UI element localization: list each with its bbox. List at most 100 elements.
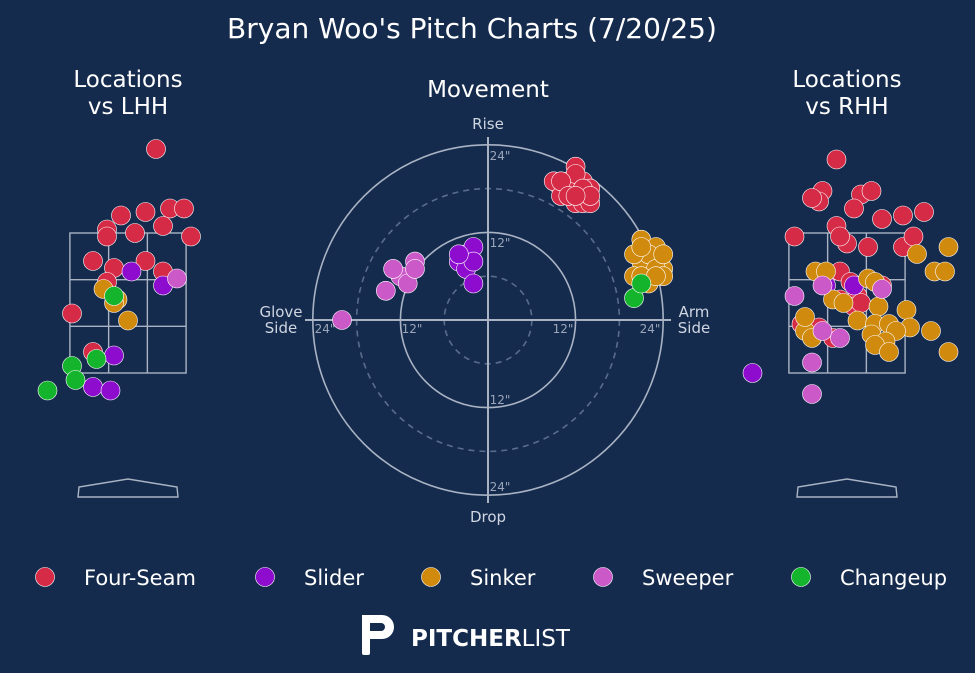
legend-label-four-seam: Four-Seam	[84, 566, 196, 590]
legend-marker-slider	[255, 567, 275, 587]
legend-marker-sinker	[421, 567, 441, 587]
movement-ring-label-4: 24"	[315, 322, 336, 336]
movement-four-seam-pitch-18	[565, 186, 586, 206]
lhh-changeup-pitch-4	[37, 380, 58, 401]
rhh-four-seam-pitch-0	[826, 149, 847, 170]
rhh-four-seam-pitch-7	[872, 209, 892, 229]
movement-panel: Movement Rise Drop Glove Side Arm Side 24" 12" 1…	[259, 77, 710, 526]
movement-rise-label: Rise	[472, 115, 504, 133]
movement-title: Movement	[427, 77, 549, 103]
rhh-four-seam-pitch-8	[893, 205, 913, 226]
lhh-slider-pitch-3	[83, 377, 103, 397]
lhh-four-seam-pitch-1	[111, 205, 131, 226]
pitcherlist-p-icon	[362, 615, 394, 655]
rhh-sweeper-pitch-3	[812, 321, 833, 341]
rhh-sweeper-pitch-6	[872, 279, 892, 299]
movement-ring-label-7: 24"	[640, 322, 661, 336]
rhh-sweeper-pitch-4	[830, 328, 850, 348]
movement-ring-label-6: 12"	[553, 322, 574, 336]
legend-label-slider: Slider	[304, 566, 364, 590]
movement-slider-pitch-6	[448, 244, 469, 265]
rhh-sinker-pitch-6	[868, 296, 889, 317]
rhh-sinker-pitch-16	[879, 342, 899, 362]
movement-axis-labels: Rise Drop Glove Side Arm Side 24" 12" 12" 24" 24" 1…	[259, 115, 710, 526]
movement-ring-label-5: 12"	[402, 322, 423, 336]
legend-label-changeup: Changeup	[840, 566, 947, 590]
rhh-sinker-pitch-5	[833, 293, 854, 313]
movement-sinker-pitch-14	[631, 237, 652, 257]
rhh-home-plate	[796, 478, 898, 498]
rhh-four-seam-pitch-15	[903, 226, 924, 247]
movement-ring-label-1: 12"	[490, 236, 511, 250]
logo-word-light: LIST	[522, 626, 571, 652]
movement-sweeper-pitch-2	[375, 280, 396, 301]
legend-label-sinker: Sinker	[470, 566, 536, 590]
rhh-sinker-pitch-18	[795, 307, 815, 327]
legend-marker-changeup	[791, 567, 811, 587]
movement-glove-side-label: Glove Side	[259, 303, 302, 337]
rhh-four-seam-pitch-5	[861, 181, 882, 201]
movement-slider-pitch-5	[463, 273, 484, 294]
rhh-four-seam-pitch-13	[858, 237, 878, 257]
lhh-slider-pitch-4	[100, 380, 121, 401]
rhh-sweeper-pitch-0	[812, 275, 833, 296]
rhh-four-seam-pitch-16	[784, 226, 805, 247]
lhh-changeup-pitch-3	[65, 370, 86, 390]
rhh-sweeper-pitch-2	[784, 286, 805, 306]
rhh-title: Locations vs RHH	[792, 67, 901, 120]
legend-label-sweeper: Sweeper	[642, 566, 734, 590]
locations-vs-lhh-panel: Locations vs LHH	[37, 67, 201, 498]
svg-text:PITCHERLIST: PITCHERLIST	[411, 626, 571, 652]
movement-ring-label-0: 24"	[490, 149, 511, 163]
rhh-sinker-pitch-25	[938, 342, 959, 362]
movement-drop-label: Drop	[470, 508, 506, 526]
lhh-sinker-pitch-3	[118, 310, 138, 331]
lhh-four-seam-pitch-6	[97, 226, 117, 247]
movement-sinker-pitch-13	[653, 244, 674, 265]
lhh-slider-pitch-0	[121, 261, 142, 282]
rhh-four-seam-pitch-27	[851, 293, 871, 313]
lhh-four-seam-pitch-7	[125, 223, 145, 243]
lhh-sweeper-pitch-0	[167, 268, 187, 289]
lhh-four-seam-pitch-10	[135, 251, 156, 271]
movement-changeup-pitch-1	[631, 273, 652, 294]
lhh-four-seam-pitch-2	[135, 202, 156, 222]
movement-ring-label-2: 12"	[490, 393, 511, 407]
rhh-four-seam-pitch-9	[914, 202, 934, 222]
movement-rings	[305, 137, 671, 503]
rhh-sinker-pitch-24	[938, 237, 959, 257]
lhh-pitch-dots	[37, 139, 201, 401]
rhh-pitch-dots	[742, 149, 959, 404]
legend: Four-Seam Slider Sinker Sweeper Changeup	[35, 566, 947, 590]
rhh-slider-pitch-2	[742, 363, 763, 383]
legend-marker-sweeper	[593, 567, 613, 587]
movement-ring-label-3: 24"	[490, 480, 511, 494]
lhh-home-plate	[77, 478, 179, 498]
lhh-four-seam-pitch-8	[83, 251, 103, 271]
lhh-four-seam-pitch-0	[146, 139, 166, 159]
logo-word-bold: PITCHER	[411, 626, 522, 652]
figure-title: Bryan Woo's Pitch Charts (7/20/25)	[227, 12, 717, 45]
lhh-four-seam-pitch-4	[153, 216, 173, 236]
rhh-sinker-pitch-23	[907, 244, 927, 264]
rhh-sinker-pitch-7	[896, 300, 917, 320]
rhh-four-seam-pitch-3	[802, 188, 822, 208]
lhh-four-seam-pitch-14	[174, 198, 194, 219]
rhh-sweeper-pitch-1	[802, 384, 822, 404]
lhh-four-seam-pitch-15	[62, 303, 82, 324]
rhh-four-seam-pitch-6	[844, 198, 864, 219]
rhh-sinker-pitch-22	[935, 261, 955, 282]
movement-sweeper-pitch-6	[332, 310, 352, 330]
movement-sweeper-pitch-4	[383, 259, 403, 279]
lhh-changeup-pitch-0	[104, 286, 124, 306]
movement-arm-side-label: Arm Side	[678, 303, 710, 337]
lhh-title: Locations vs LHH	[73, 67, 182, 120]
lhh-slider-pitch-2	[104, 345, 124, 366]
movement-pitch-dots	[332, 156, 674, 330]
pitcherlist-logo: PITCHERLIST	[362, 615, 571, 655]
legend-marker-four-seam	[35, 567, 55, 587]
locations-vs-rhh-panel: Locations vs RHH	[742, 67, 959, 498]
rhh-sinker-pitch-8	[847, 310, 868, 331]
rhh-sinker-pitch-20	[921, 321, 941, 341]
